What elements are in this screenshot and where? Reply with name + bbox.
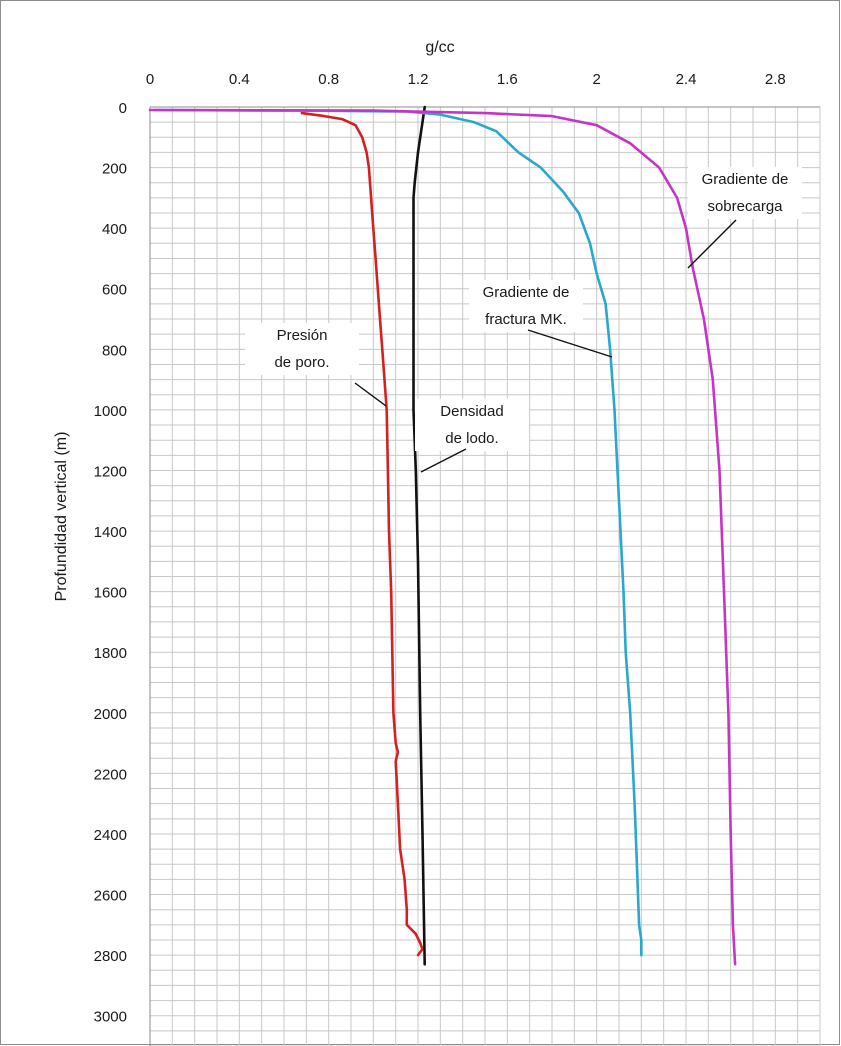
y-tick-label: 2600 — [94, 888, 127, 905]
y-tick-label: 600 — [102, 282, 127, 299]
y-tick-label: 1200 — [94, 463, 127, 480]
annotation-leader-overburden — [687, 219, 737, 269]
y-tick-label: 2000 — [94, 706, 127, 723]
y-tick-label: 200 — [102, 161, 127, 178]
annotation-text-mud: Densidad — [440, 403, 503, 420]
annotation-leader-pore — [354, 382, 387, 407]
x-tick-label: 1.2 — [408, 71, 429, 88]
annotation-text-overburden: sobrecarga — [707, 198, 783, 215]
annotation-box-fracture — [469, 280, 583, 332]
annotation-text-fracture: Gradiente de — [483, 284, 570, 301]
x-tick-label: 2.4 — [676, 71, 697, 88]
y-tick-label: 1400 — [94, 524, 127, 541]
y-tick-label: 800 — [102, 342, 127, 359]
x-tick-label: 0 — [146, 71, 154, 88]
series-line-pore — [300, 111, 424, 957]
x-tick-label: 2 — [592, 71, 600, 88]
x-tick-label: 2.8 — [765, 71, 786, 88]
annotation-text-pore: de poro. — [274, 354, 329, 371]
series-line-fracture — [153, 108, 643, 957]
y-tick-label: 0 — [119, 100, 127, 117]
y-tick-label: 1600 — [94, 585, 127, 602]
y-tick-label: 2200 — [94, 766, 127, 783]
x-tick-label: 0.8 — [318, 71, 339, 88]
x-tick-label: 0.4 — [229, 71, 250, 88]
series-line-overburden — [148, 108, 737, 966]
y-tick-label: 2800 — [94, 948, 127, 965]
y-tick-label: 1000 — [94, 403, 127, 420]
y-axis-title: Profundidad vertical (m) — [53, 432, 70, 602]
annotation-box-mud — [415, 399, 529, 451]
annotation-leader-fracture — [527, 329, 613, 358]
y-tick-label: 3000 — [94, 1009, 127, 1026]
annotation-box-overburden — [688, 167, 802, 219]
annotation-leader-mud — [420, 448, 467, 473]
annotation-text-fracture: fractura MK. — [485, 311, 567, 328]
annotation-text-pore: Presión — [277, 327, 328, 344]
annotation-text-overburden: Gradiente de — [702, 171, 789, 188]
y-tick-label: 1800 — [94, 645, 127, 662]
y-tick-label: 2400 — [94, 827, 127, 844]
annotation-box-pore — [245, 323, 359, 375]
y-tick-label: 400 — [102, 221, 127, 238]
x-tick-label: 1.6 — [497, 71, 518, 88]
annotation-text-mud: de lodo. — [445, 430, 498, 447]
series-line-mud — [412, 105, 427, 966]
x-axis-title: g/cc — [425, 39, 454, 56]
